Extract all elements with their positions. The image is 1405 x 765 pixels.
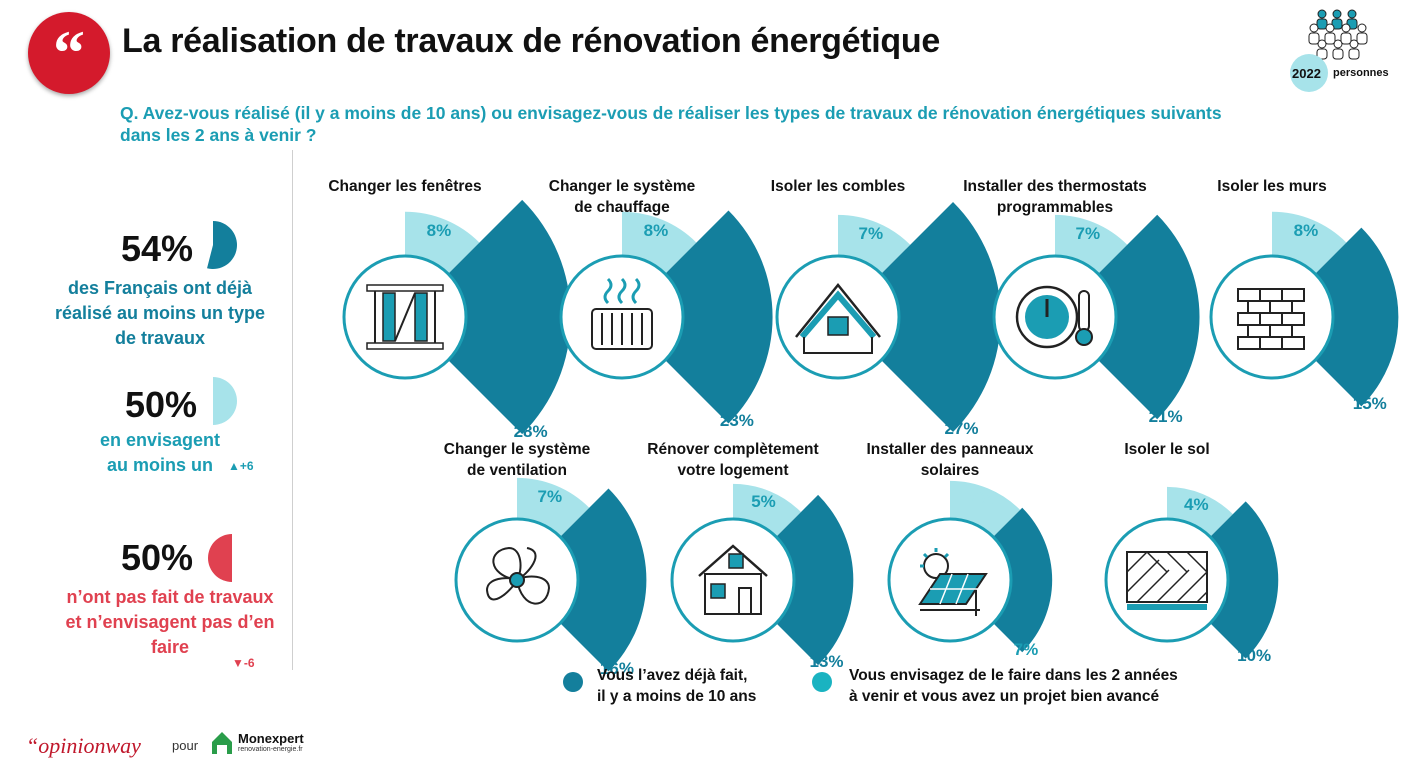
value-label-done: 21% [1148, 406, 1183, 426]
bar-planned [733, 483, 801, 537]
window-icon [366, 284, 444, 350]
house-logo-icon [212, 732, 232, 754]
sample-size: 2022 [1292, 66, 1321, 81]
bar-done [665, 210, 773, 424]
legend-dot-done [563, 672, 583, 692]
brick-wall-icon [1237, 288, 1305, 350]
monexpert-logo: Monexpert [238, 731, 304, 746]
survey-question: Q. Avez-vous réalisé (il y a moins de 10… [120, 103, 1222, 145]
item-label: Changer le système de chauffage [548, 178, 696, 216]
bar-planned [1055, 214, 1128, 274]
arrow-up-icon: ▲ [228, 459, 240, 473]
bar-planned [950, 480, 1021, 537]
arrow-down-icon: ▼ [232, 656, 244, 670]
legend-done: Vous l’avez déjà fait, il y a moins de 10… [597, 667, 757, 705]
value-label-planned: 7% [1075, 223, 1101, 243]
footer-pour: pour [172, 738, 199, 753]
stat-none-text: n’ont pas fait de travaux et n’envisagent… [65, 587, 275, 657]
opinionway-quote-logo: “ [28, 12, 110, 94]
stat-none-pie [208, 534, 232, 582]
stat-none-pct: 50% [120, 537, 194, 578]
item-label: Rénover complètement votre logement [647, 441, 819, 479]
bar-done [1098, 214, 1200, 420]
value-label-done: 15% [1352, 393, 1387, 413]
item-label: Isoler les combles [770, 178, 906, 195]
value-label-done: 27% [944, 419, 979, 439]
value-label-planned: 7% [537, 486, 563, 506]
bar-done [881, 201, 1001, 433]
item-label: Isoler les murs [1217, 178, 1327, 195]
value-label-planned: 5% [751, 492, 776, 512]
opinionway-logo: “opinionway [26, 733, 141, 758]
thermostat-icon [1015, 285, 1093, 349]
item-circle [1104, 517, 1230, 643]
bar-done [448, 199, 571, 435]
value-label-planned: 7% [858, 223, 884, 243]
value-label-done: 7% [1013, 639, 1039, 659]
value-label-done: 16% [599, 658, 634, 678]
bar-done [993, 507, 1053, 653]
stat-done-pct: 54% [120, 228, 194, 269]
bar-planned [517, 477, 590, 537]
stat-done-pie [207, 221, 237, 269]
item-label: Installer des thermostats programmables [963, 178, 1147, 216]
house-icon [698, 544, 768, 615]
page-title: La réalisation de travaux de rénovation … [122, 22, 940, 60]
floor-icon [1126, 551, 1208, 610]
monexpert-url: renovation-energie.fr [238, 746, 303, 753]
item-label: Isoler le sol [1124, 441, 1210, 458]
sample-size-badge [1290, 54, 1328, 92]
attic-icon [795, 283, 881, 354]
value-label-planned: 6% [969, 489, 994, 509]
stat-none-trend: ▼-6 [232, 656, 255, 670]
value-label-done: 28% [513, 421, 548, 441]
fan-icon [485, 546, 551, 605]
sample-label: personnes [1333, 67, 1389, 79]
item-circle [670, 517, 796, 643]
bar-done [560, 488, 647, 672]
value-label-done: 23% [719, 410, 754, 430]
value-label-planned: 4% [1184, 495, 1209, 515]
svg-text:“: “ [53, 17, 85, 88]
bar-done [1315, 227, 1399, 407]
value-label-done: 10% [1237, 646, 1272, 666]
bar-done [776, 494, 854, 666]
stat-done-text: des Français ont déjà réalisé au moins un… [54, 278, 266, 348]
value-label-planned: 8% [643, 220, 669, 240]
item-label: Changer les fenêtres [328, 178, 482, 195]
stat-planned-pct: 50% [124, 384, 198, 425]
bar-planned [838, 214, 911, 274]
legend-dot-planned [812, 672, 832, 692]
solar-panel-icon [918, 548, 988, 616]
divider [292, 150, 293, 670]
item-label: Installer des panneaux solaires [866, 441, 1034, 479]
bar-planned [1167, 486, 1233, 537]
radiator-icon [591, 277, 653, 350]
value-label-planned: 8% [1293, 220, 1319, 240]
stat-planned-trend: ▲+6 [228, 459, 254, 473]
value-label-planned: 8% [426, 220, 452, 240]
stat-planned-pie [213, 377, 237, 425]
item-label: Changer le système de ventilation [443, 441, 591, 479]
stat-planned-text: en envisagent au moins un [99, 430, 221, 475]
bar-done [1210, 501, 1279, 659]
value-label-done: 13% [809, 652, 844, 672]
legend-planned: Vous envisagez de le faire dans les 2 an… [849, 667, 1178, 705]
